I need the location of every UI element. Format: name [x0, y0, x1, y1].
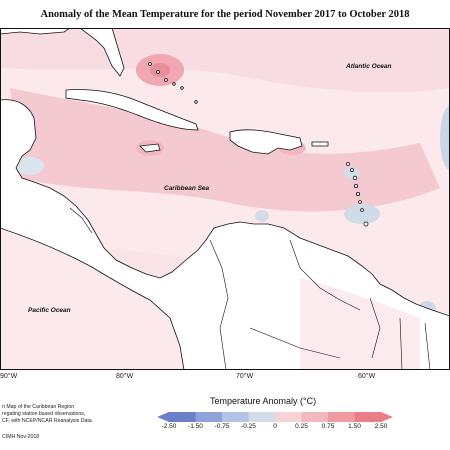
bahamas-hot-core [150, 63, 170, 77]
pacific-ocean [0, 227, 185, 370]
legend-tick-label: 0 [273, 423, 277, 430]
legend-band [195, 412, 223, 422]
credit-line-4: CIMH Nov-2018 [2, 434, 40, 440]
legend-tick-label: -2.50 [161, 423, 177, 430]
lon-label-90w: 90°W [0, 373, 18, 380]
anomaly-map: Atlantic Ocean Caribbean Sea Pacific Oce… [0, 28, 450, 370]
leewards-cool-spot [344, 167, 360, 179]
hispaniola [229, 129, 303, 155]
jamaica [139, 143, 161, 153]
caribbean-sea-label: Caribbean Sea [164, 185, 210, 192]
gulf-coast [0, 28, 71, 35]
legend-band [301, 412, 329, 422]
legend-band [275, 412, 302, 422]
cuba [65, 89, 199, 131]
legend-tick-label: 2.50 [374, 423, 388, 430]
legend-tick-label: 0.75 [321, 423, 335, 430]
legend-tick-label: -0.75 [214, 423, 230, 430]
legend-band [354, 412, 382, 422]
legend-band [248, 412, 276, 422]
credit-line-2: regating station based observations, [2, 411, 86, 417]
credit-line-1: n Map of the Caribbean Region [2, 404, 75, 410]
map-title: Anomaly of the Mean Temperature for the … [40, 9, 410, 20]
legend-band [169, 412, 196, 422]
legend-tick-label: -1.50 [188, 423, 203, 430]
legend-tick-label: 0.25 [295, 423, 308, 430]
pacific-ocean-label: Pacific Ocean [28, 307, 71, 314]
legend-tick-label: 1.50 [348, 423, 361, 430]
legend-title: Temperature Anomaly (°C) [210, 396, 317, 406]
florida [79, 28, 125, 77]
lon-label-60w: 60°W [358, 373, 376, 380]
yucatan-cool-spot [16, 157, 44, 175]
venezuela-cool-spot [255, 210, 269, 222]
legend-arrow-high [381, 412, 393, 422]
legend-band [328, 412, 355, 422]
legend-arrow-low [157, 412, 169, 422]
atlantic-ocean-label: Atlantic Ocean [345, 63, 392, 70]
east-atlantic-cool-spot [440, 106, 450, 170]
color-legend [157, 412, 393, 422]
lon-label-80w: 80°W [116, 373, 134, 380]
caribbean-warm-zone [10, 88, 440, 212]
credit-line-3: CF, with NCEP/NCAR Reanalysis Data. [2, 418, 94, 424]
legend-band [222, 412, 249, 422]
legend-tick-label: -0.25 [241, 423, 256, 430]
lon-label-70w: 70°W [236, 373, 254, 380]
borders [69, 207, 431, 370]
lesser-antilles-cool-spot [344, 204, 380, 224]
guiana-shading [300, 278, 420, 370]
puerto-rico [311, 141, 329, 147]
